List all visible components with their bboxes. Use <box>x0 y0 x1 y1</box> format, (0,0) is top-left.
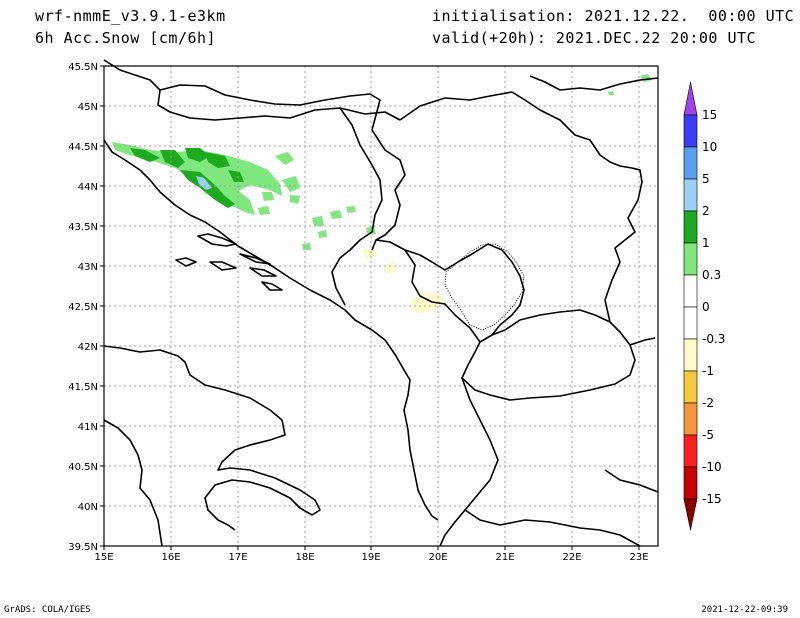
colorbar-label: 10 <box>702 140 717 154</box>
colorbar-label: -15 <box>702 492 722 506</box>
init-time: initialisation: 2021.12.22. 00:00 UTC <box>432 7 795 25</box>
colorbar-swatch <box>683 306 698 340</box>
colorbar-swatch <box>683 466 698 500</box>
lat-label: 42N <box>78 342 98 353</box>
coastlines-borders <box>103 59 659 547</box>
colorbar-swatch <box>683 274 698 308</box>
colorbar-label: 2 <box>702 204 710 218</box>
lon-label: 22E <box>562 552 581 563</box>
lat-label: 44.5N <box>68 142 98 153</box>
colorbar-swatch <box>683 210 698 244</box>
colorbar-swatch <box>683 338 698 372</box>
colorbar-label: -10 <box>702 460 722 474</box>
lon-label: 16E <box>161 552 180 563</box>
lon-label: 15E <box>94 552 113 563</box>
lon-label: 20E <box>428 552 447 563</box>
colorbar-swatch <box>683 114 698 148</box>
colorbar-label: 5 <box>702 172 710 186</box>
colorbar <box>683 81 698 531</box>
lat-label: 43N <box>78 262 98 273</box>
footer-timestamp: 2021-12-22-09:39 <box>701 605 788 615</box>
axis-ticks <box>100 65 640 550</box>
lon-label: 21E <box>495 552 514 563</box>
colorbar-swatch <box>683 146 698 180</box>
colorbar-swatch <box>683 370 698 404</box>
lat-label: 45.5N <box>68 62 98 73</box>
colorbar-label: 0.3 <box>702 268 721 282</box>
colorbar-labels: 15 10 5 2 1 0.3 0 -0.3 -1 -2 -5 -10 -15 <box>702 108 725 506</box>
latitude-labels: 45.5N 45N 44.5N 44N 43.5N 43N 42.5N 42N … <box>68 62 98 553</box>
lat-label: 40.5N <box>68 462 98 473</box>
kosovo-border <box>444 243 525 331</box>
footer-credit: GrADS: COLA/IGES <box>4 605 91 615</box>
longitude-labels: 15E 16E 17E 18E 19E 20E 21E 22E 23E <box>94 552 648 563</box>
lat-label: 45N <box>78 102 98 113</box>
field-title: 6h Acc.Snow [cm/6h] <box>35 29 217 47</box>
colorbar-label: 0 <box>702 300 710 314</box>
lon-label: 18E <box>295 552 314 563</box>
valid-time: valid(+20h): 2021.DEC.22 20:00 UTC <box>432 29 757 47</box>
colorbar-label: -1 <box>702 364 714 378</box>
lon-label: 19E <box>361 552 380 563</box>
colorbar-top-arrow <box>683 81 698 116</box>
lat-label: 41.5N <box>68 382 98 393</box>
colorbar-label: -2 <box>702 396 714 410</box>
colorbar-label: -5 <box>702 428 714 442</box>
colorbar-label: 15 <box>702 108 717 122</box>
snow-patches-blue <box>196 176 212 190</box>
lat-label: 43.5N <box>68 222 98 233</box>
model-title: wrf-nmmE_v3.9.1-e3km <box>35 7 226 25</box>
colorbar-swatch <box>683 402 698 436</box>
lat-label: 42.5N <box>68 302 98 313</box>
lat-label: 41N <box>78 422 98 433</box>
grid-lines <box>104 66 658 546</box>
colorbar-label: -0.3 <box>702 332 725 346</box>
colorbar-swatch <box>683 434 698 468</box>
colorbar-bottom-arrow <box>683 498 698 531</box>
colorbar-label: 1 <box>702 236 710 250</box>
lat-label: 40N <box>78 502 98 513</box>
colorbar-swatch <box>683 242 698 276</box>
colorbar-swatch <box>683 178 698 212</box>
snow-patches-light <box>112 74 652 250</box>
lon-label: 23E <box>629 552 648 563</box>
lat-label: 44N <box>78 182 98 193</box>
negative-patches <box>362 248 445 314</box>
lon-label: 17E <box>228 552 247 563</box>
lat-label: 39.5N <box>68 542 98 553</box>
